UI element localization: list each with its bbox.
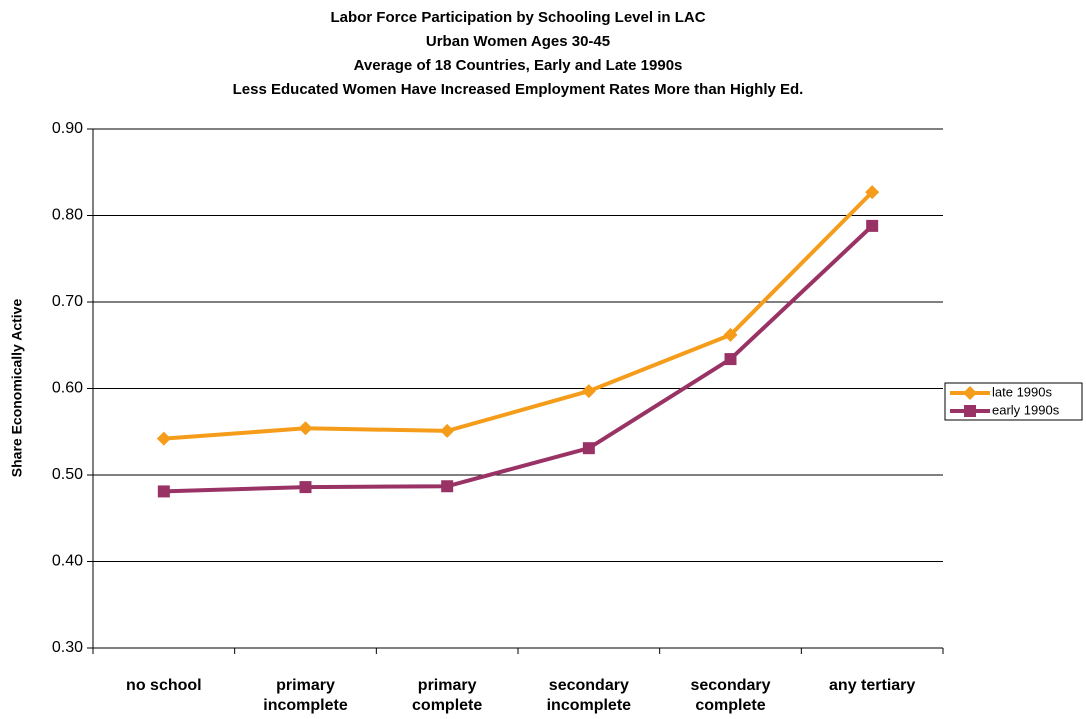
- x-tick-label: secondary incomplete: [546, 677, 632, 714]
- chart-title: Labor Force Participation by Schooling L…: [330, 9, 705, 26]
- x-tick-label: primary complete: [412, 677, 483, 714]
- y-tick-label: 0.60: [52, 380, 83, 397]
- chart-title: Urban Women Ages 30-45: [426, 33, 610, 50]
- marker: [440, 423, 455, 438]
- y-tick-label: 0.30: [52, 639, 83, 656]
- marker: [441, 480, 454, 493]
- chart-title: Less Educated Women Have Increased Emplo…: [233, 81, 804, 98]
- x-tick-label: secondary complete: [690, 677, 771, 714]
- marker: [581, 384, 596, 399]
- legend-marker: [964, 405, 976, 417]
- marker: [298, 421, 313, 436]
- marker: [866, 219, 879, 232]
- marker: [723, 327, 738, 342]
- series-line: [163, 224, 874, 494]
- y-tick-label: 0.50: [52, 466, 83, 483]
- legend-label: early 1990s: [992, 402, 1060, 417]
- marker: [582, 442, 595, 455]
- legend-label: late 1990s: [992, 384, 1052, 399]
- x-tick-label: primary incomplete: [263, 677, 348, 714]
- marker: [156, 431, 171, 446]
- y-tick-label: 0.80: [52, 207, 83, 224]
- y-tick-label: 0.90: [52, 120, 83, 137]
- marker: [157, 485, 170, 498]
- x-tick-label: any tertiary: [829, 677, 916, 694]
- y-tick-label: 0.40: [52, 553, 83, 570]
- y-tick-label: 0.70: [52, 293, 83, 310]
- chart-title: Average of 18 Countries, Early and Late …: [354, 57, 683, 74]
- marker: [865, 185, 880, 200]
- x-tick-label: no school: [126, 677, 202, 694]
- legend-marker: [963, 386, 977, 400]
- y-axis-title: Share Economically Active: [9, 299, 25, 478]
- marker: [299, 481, 312, 494]
- marker: [724, 353, 737, 366]
- series-line: [163, 190, 874, 441]
